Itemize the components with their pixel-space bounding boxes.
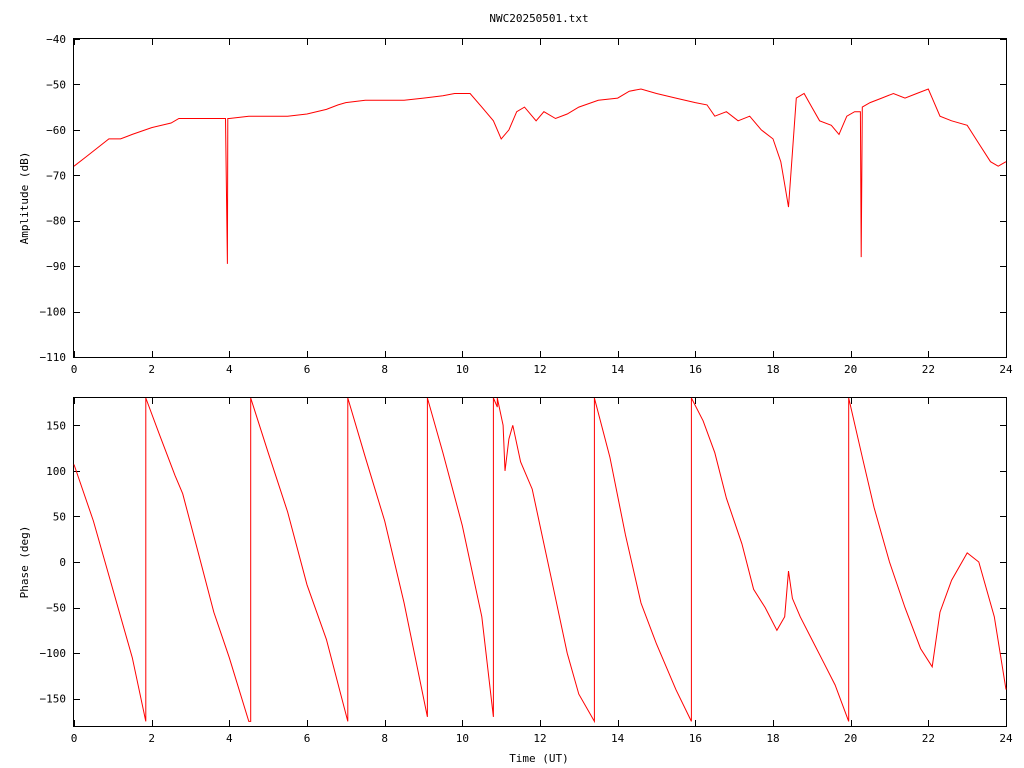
phase-x-tick-label: 18 (766, 732, 779, 745)
amplitude-x-tick-label: 22 (922, 363, 935, 376)
phase-x-tick-label: 16 (689, 732, 702, 745)
phase-y-tick-label: −100 (40, 647, 67, 660)
phase-x-tick-label: 8 (381, 732, 388, 745)
amplitude-y-tick-label: −40 (46, 33, 66, 46)
amplitude-y-tick-label: −60 (46, 124, 66, 137)
phase-x-tick-label: 22 (922, 732, 935, 745)
amplitude-x-tick-label: 16 (689, 363, 702, 376)
phase-x-tick-label: 10 (456, 732, 469, 745)
amplitude-y-axis-label: Amplitude (dB) (18, 152, 31, 245)
amplitude-x-tick-label: 14 (611, 363, 625, 376)
phase-y-axis-label: Phase (deg) (18, 526, 31, 599)
amplitude-x-tick-label: 18 (766, 363, 779, 376)
phase-x-tick-label: 24 (999, 732, 1013, 745)
phase-series-line (73, 397, 1007, 724)
amplitude-y-tick-label: −80 (46, 215, 66, 228)
amplitude-y-tick-label: −90 (46, 260, 66, 273)
amplitude-x-tick-label: 0 (71, 363, 78, 376)
phase-x-tick-label: 6 (304, 732, 311, 745)
amplitude-x-tick-label: 12 (533, 363, 546, 376)
phase-y-tick-label: −50 (46, 602, 66, 615)
phase-plot-frame (73, 397, 1007, 727)
amplitude-x-tick-label: 6 (304, 363, 311, 376)
phase-x-tick-label: 12 (533, 732, 546, 745)
phase-axis-ticks: 0 2 4 6 8 10 12 14 16 18 20 22 24−150−100−5005010015… (40, 398, 1013, 745)
phase-y-tick-label: 150 (46, 419, 66, 432)
phase-x-tick-label: 20 (844, 732, 857, 745)
phase-x-tick-label: 0 (71, 732, 78, 745)
amplitude-series-line (73, 88, 1007, 264)
phase-y-tick-label: 50 (53, 510, 66, 523)
amplitude-x-tick-label: 24 (999, 363, 1013, 376)
phase-panel: 0 2 4 6 8 10 12 14 16 18 20 22 24−150−100−5005010015… (18, 397, 1013, 765)
amplitude-x-tick-label: 8 (381, 363, 388, 376)
amplitude-y-tick-label: −50 (46, 78, 66, 91)
amplitude-x-tick-label: 20 (844, 363, 857, 376)
chart-title: NWC20250501.txt (489, 12, 588, 25)
amplitude-axis-ticks: 0 2 4 6 8 10 12 14 16 18 20 22 24−110−100−90−80−70−6… (40, 33, 1013, 376)
phase-y-tick-label: −150 (40, 693, 67, 706)
phase-y-tick-label: 100 (46, 465, 66, 478)
phase-x-tick-label: 2 (148, 732, 155, 745)
amplitude-y-tick-label: −70 (46, 169, 66, 182)
time-x-axis-label: Time (UT) (509, 752, 569, 765)
phase-y-tick-label: 0 (59, 556, 66, 569)
amplitude-panel: 0 2 4 6 8 10 12 14 16 18 20 22 24−110−100−90−80−70−6… (18, 33, 1013, 376)
amplitude-x-tick-label: 2 (148, 363, 155, 376)
amplitude-plot-frame (73, 38, 1007, 358)
phase-x-tick-label: 14 (611, 732, 625, 745)
amplitude-x-tick-label: 10 (456, 363, 469, 376)
amplitude-x-tick-label: 4 (226, 363, 233, 376)
phase-x-tick-label: 4 (226, 732, 233, 745)
amplitude-y-tick-label: −110 (40, 351, 67, 364)
amplitude-y-tick-label: −100 (40, 306, 67, 319)
